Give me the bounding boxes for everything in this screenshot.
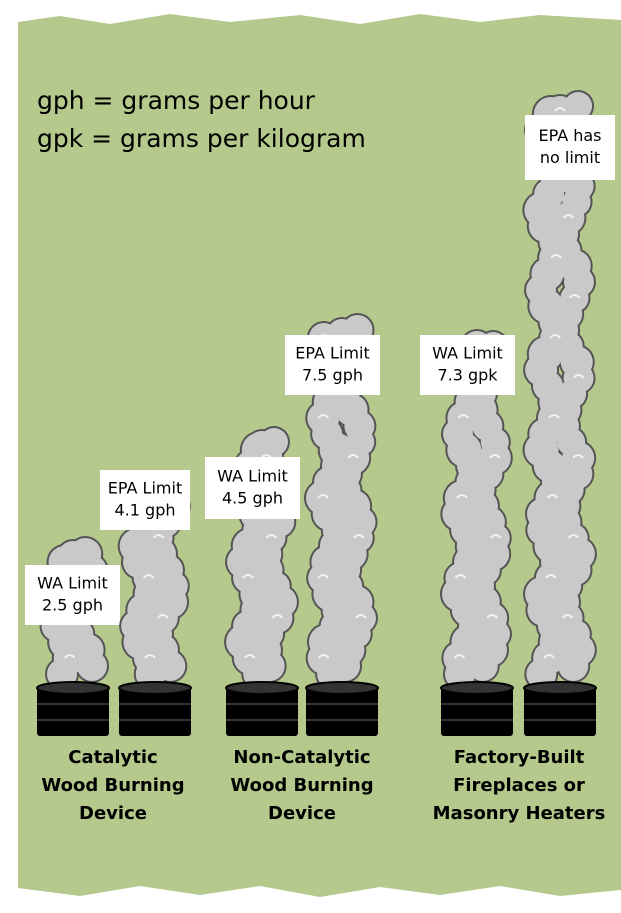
group-name: Wood Burning bbox=[230, 775, 373, 796]
limit-label: 7.5 gph bbox=[302, 366, 363, 385]
limit-label: 7.3 gpk bbox=[437, 366, 498, 385]
group-name: Factory-Built bbox=[454, 747, 585, 768]
limit-label: 4.1 gph bbox=[115, 501, 176, 520]
legend-line: gpk = grams per kilogram bbox=[37, 124, 366, 153]
limit-label: EPA Limit bbox=[295, 344, 369, 363]
group-name: Catalytic bbox=[68, 747, 157, 768]
limit-label: WA Limit bbox=[432, 344, 503, 363]
group-name: Device bbox=[268, 803, 336, 824]
legend-line: gph = grams per hour bbox=[37, 86, 316, 115]
group-name: Device bbox=[79, 803, 147, 824]
barrel bbox=[119, 688, 191, 736]
limit-label: no limit bbox=[540, 148, 600, 167]
limit-label: WA Limit bbox=[37, 574, 108, 593]
barrel-top bbox=[119, 682, 191, 694]
barrel bbox=[524, 688, 596, 736]
barrel-top bbox=[306, 682, 378, 694]
barrel-top bbox=[524, 682, 596, 694]
barrel-top bbox=[226, 682, 298, 694]
barrel bbox=[306, 688, 378, 736]
group-name: Non-Catalytic bbox=[233, 747, 370, 768]
group-name: Fireplaces or bbox=[453, 775, 585, 796]
barrel bbox=[226, 688, 298, 736]
limit-label: WA Limit bbox=[217, 467, 288, 486]
infographic: gph = grams per hour gpk = grams per kil… bbox=[0, 0, 621, 913]
limit-label: 2.5 gph bbox=[42, 596, 103, 615]
barrel-top bbox=[441, 682, 513, 694]
group-name: Wood Burning bbox=[41, 775, 184, 796]
barrel bbox=[37, 688, 109, 736]
group-name: Masonry Heaters bbox=[433, 803, 606, 824]
limit-label: EPA Limit bbox=[108, 479, 182, 498]
barrel bbox=[441, 688, 513, 736]
limit-label: 4.5 gph bbox=[222, 489, 283, 508]
limit-label: EPA has bbox=[538, 126, 601, 145]
barrel-top bbox=[37, 682, 109, 694]
